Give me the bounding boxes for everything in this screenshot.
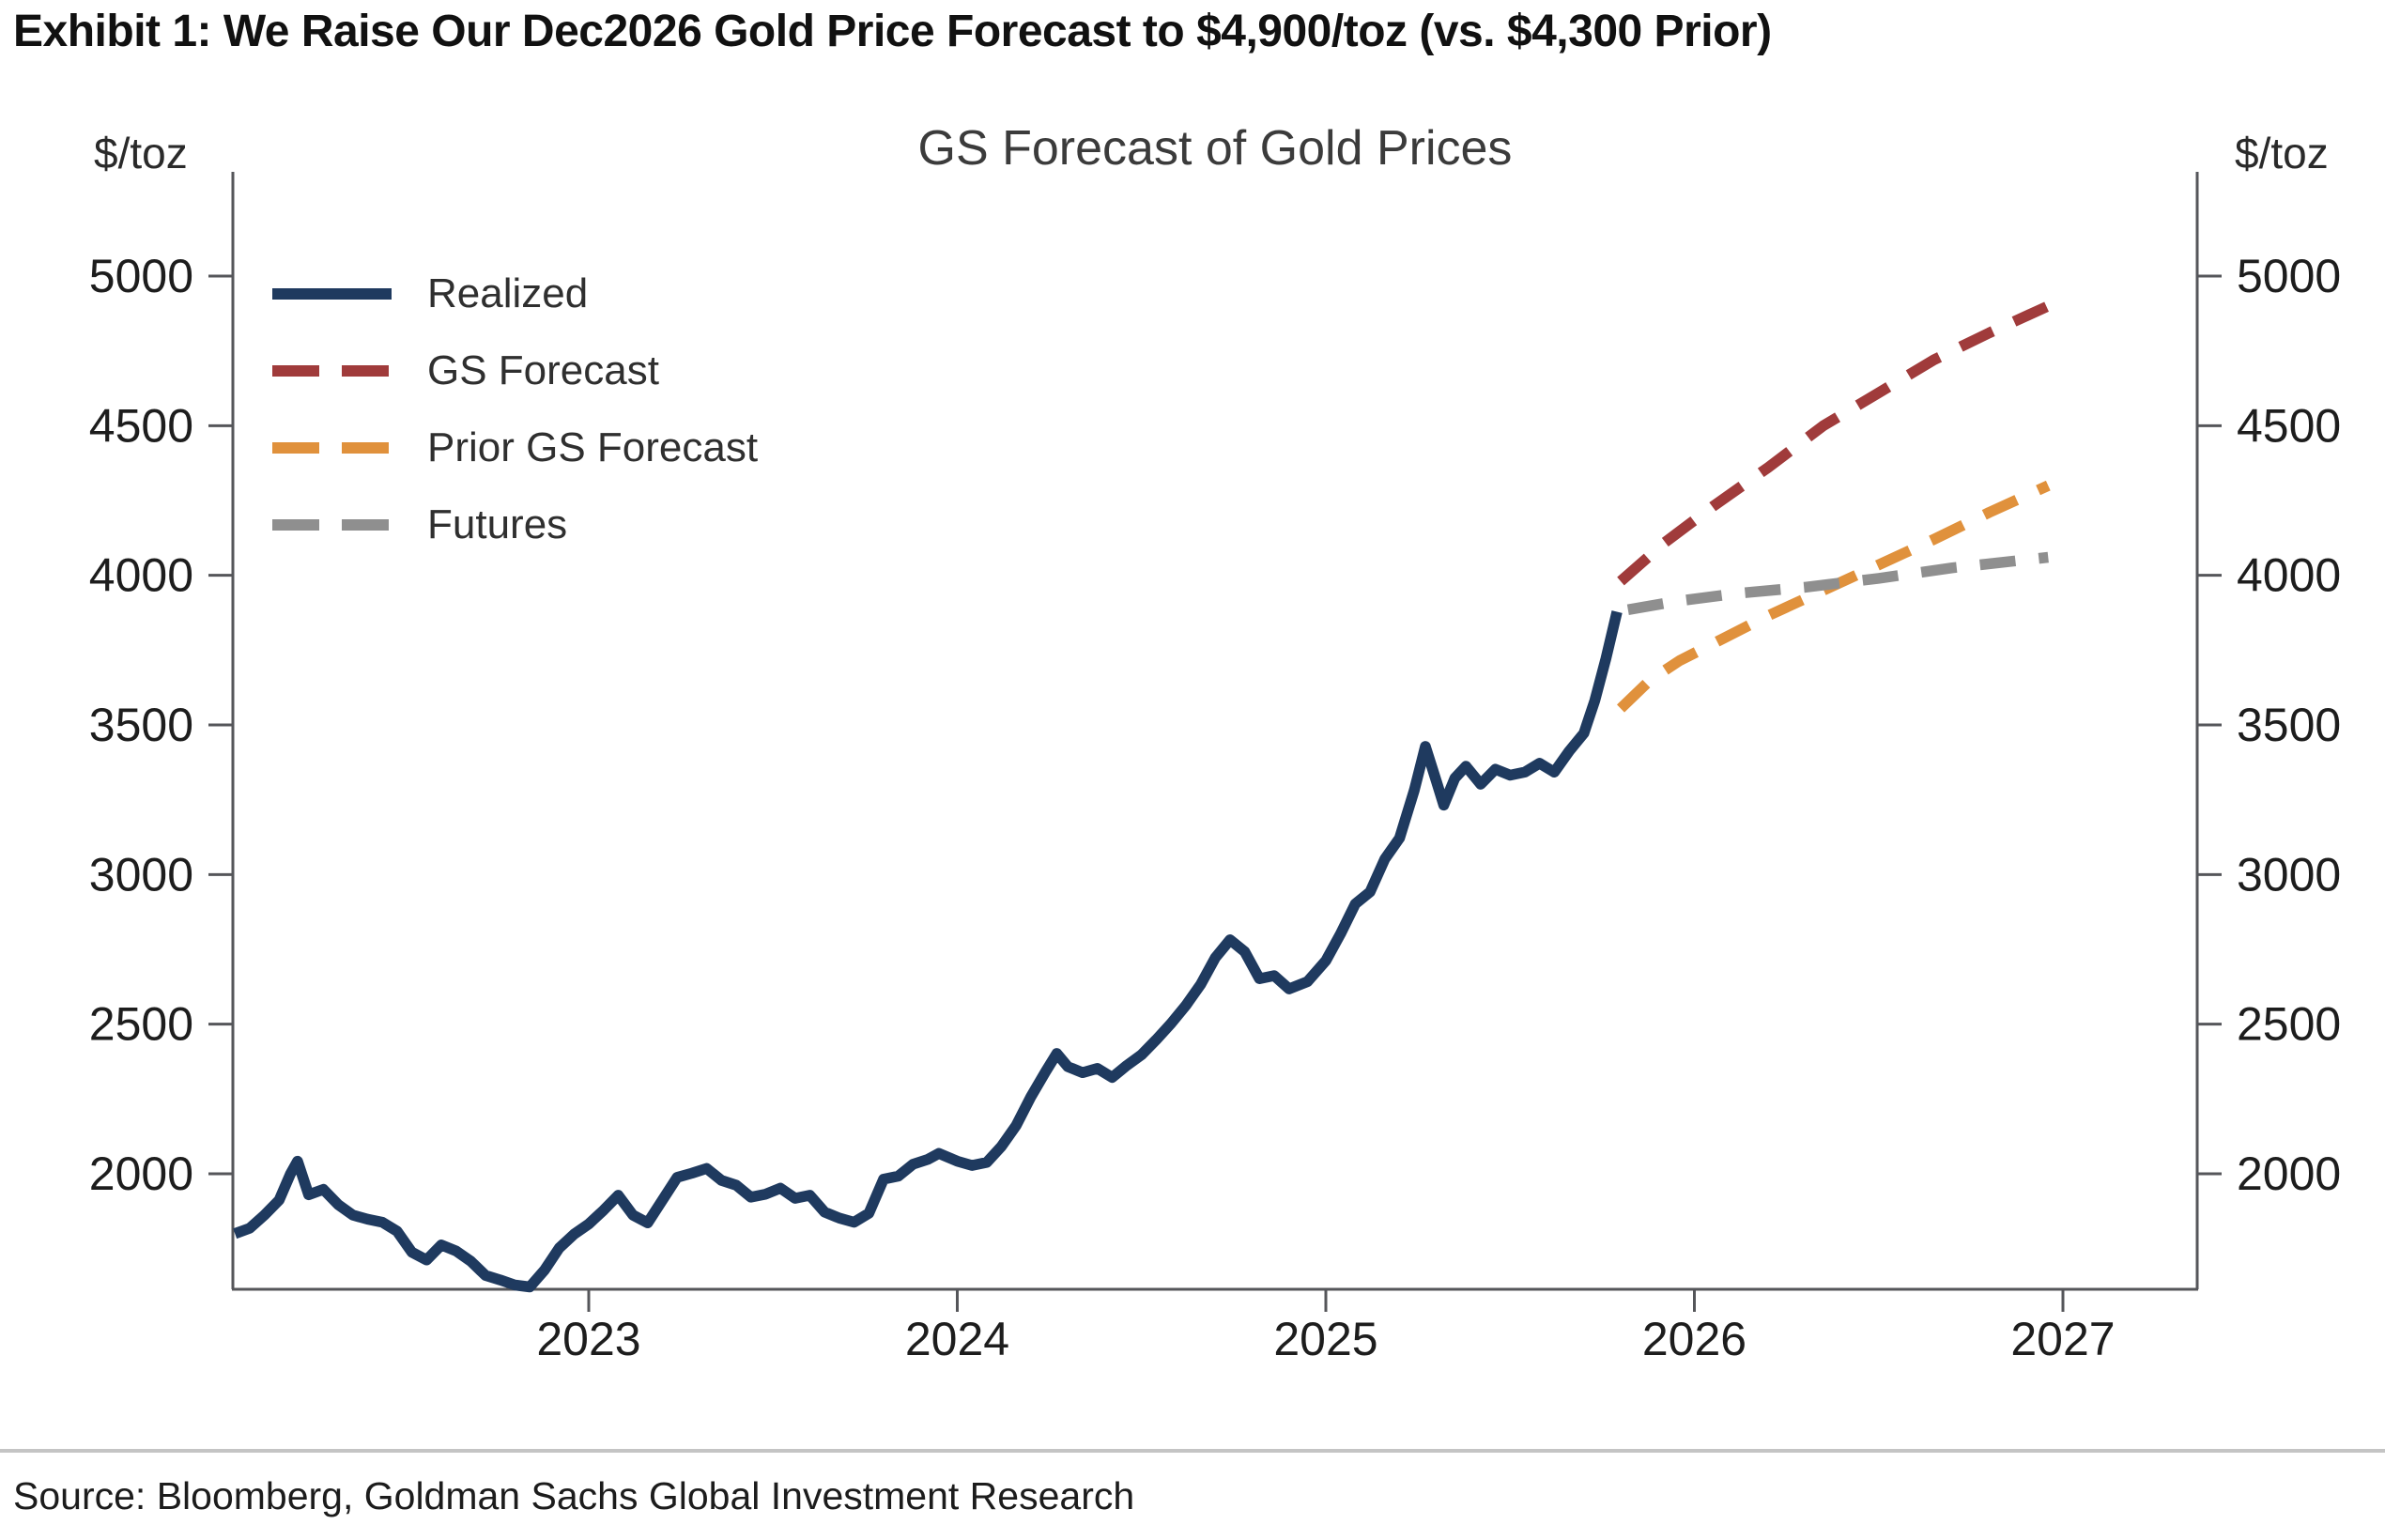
source-divider xyxy=(0,1449,2385,1453)
y-tick-label-left: 4500 xyxy=(89,399,193,452)
x-tick-label: 2023 xyxy=(536,1313,640,1365)
y-tick-label-left: 3500 xyxy=(89,699,193,751)
legend-label-futures: Futures xyxy=(427,501,568,547)
futures-line-swatch xyxy=(272,519,392,531)
prior-gs-forecast-line-swatch xyxy=(272,442,392,454)
realized-line xyxy=(233,610,1623,1293)
x-tick-label: 2024 xyxy=(905,1313,1009,1365)
y-tick-label-right: 3500 xyxy=(2237,699,2341,751)
y-tick-label-right: 4000 xyxy=(2237,549,2341,602)
y-tick-label-right: 2000 xyxy=(2237,1147,2341,1200)
legend: Realized GS Forecast Prior GS Forecast F… xyxy=(272,255,758,563)
y-tick-label-left: 5000 xyxy=(89,250,193,302)
legend-item-prior-gs-forecast: Prior GS Forecast xyxy=(272,409,758,486)
y-tick-label-right: 2500 xyxy=(2237,998,2341,1051)
prior-gs-forecast-line xyxy=(1617,480,2051,713)
y-tick-label-left: 2500 xyxy=(89,998,193,1051)
y-axis-unit-left: $/toz xyxy=(94,129,188,177)
x-tick-label: 2025 xyxy=(1273,1313,1377,1365)
legend-label-realized: Realized xyxy=(427,270,589,316)
futures-line xyxy=(1626,551,2049,615)
legend-item-realized: Realized xyxy=(272,255,758,332)
y-tick-label-right: 3000 xyxy=(2237,848,2341,901)
gs-forecast-line xyxy=(1617,300,2051,586)
y-tick-label-right: 4500 xyxy=(2237,399,2341,452)
y-tick-label-left: 2000 xyxy=(89,1147,193,1200)
legend-item-futures: Futures xyxy=(272,486,758,563)
source-text: Source: Bloomberg, Goldman Sachs Global … xyxy=(13,1474,1135,1517)
y-tick-label-left: 4000 xyxy=(89,549,193,602)
exhibit-title: Exhibit 1: We Raise Our Dec2026 Gold Pri… xyxy=(13,7,1772,56)
realized-line-swatch xyxy=(272,288,392,300)
legend-label-gs-forecast: GS Forecast xyxy=(427,347,659,393)
gs-forecast-line-swatch xyxy=(272,365,392,377)
legend-item-gs-forecast: GS Forecast xyxy=(272,332,758,409)
y-tick-label-left: 3000 xyxy=(89,848,193,901)
x-tick-label: 2027 xyxy=(2010,1313,2115,1365)
chart-title: GS Forecast of Gold Prices xyxy=(917,121,1513,176)
x-tick-label: 2026 xyxy=(1642,1313,1746,1365)
y-axis-unit-right: $/toz xyxy=(2235,129,2329,177)
legend-label-prior-gs-forecast: Prior GS Forecast xyxy=(427,424,759,470)
y-tick-label-right: 5000 xyxy=(2237,250,2341,302)
